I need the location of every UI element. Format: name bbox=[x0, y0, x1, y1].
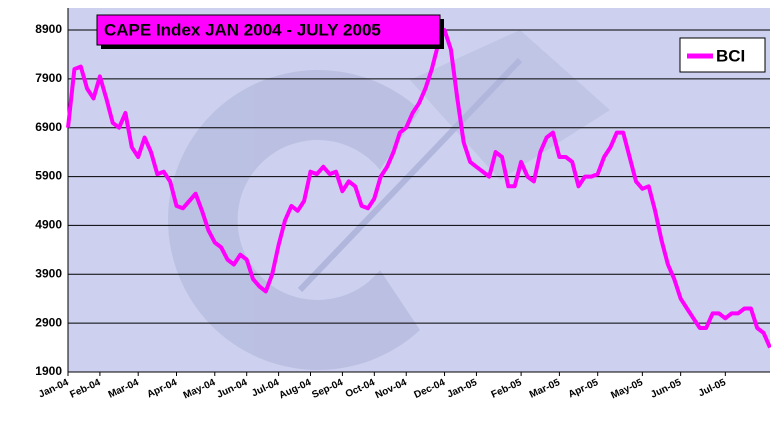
plot bbox=[66, 28, 771, 349]
x-tick-label: Feb-05 bbox=[490, 377, 524, 401]
x-tick-label: Apr-04 bbox=[146, 377, 180, 401]
x-tick-label: Mar-05 bbox=[528, 377, 562, 401]
x-tick-label: Jun-04 bbox=[215, 377, 249, 401]
y-tick-label: 7900 bbox=[35, 71, 62, 85]
y-tick-label: 2900 bbox=[35, 315, 62, 329]
x-tick-label: Dec-04 bbox=[413, 377, 448, 401]
x-tick-label: Feb-04 bbox=[68, 377, 102, 401]
plot-background bbox=[68, 8, 770, 372]
chart-title: CAPE Index JAN 2004 - JULY 2005 bbox=[104, 20, 381, 39]
x-tick-label: Apr-05 bbox=[567, 377, 601, 401]
x-tick-label: Jan-05 bbox=[445, 377, 479, 401]
y-tick-label: 3900 bbox=[35, 266, 62, 280]
data-line bbox=[66, 28, 771, 349]
x-tick-label: Jun-05 bbox=[649, 377, 683, 401]
watermark-logo bbox=[168, 30, 610, 371]
y-tick-label: 8900 bbox=[35, 22, 62, 36]
x-tick-label: Sep-04 bbox=[310, 377, 345, 401]
x-tick-label: May-05 bbox=[609, 377, 645, 401]
x-tick-label: Aug-04 bbox=[278, 377, 314, 401]
x-tick-label: Jul-04 bbox=[250, 377, 281, 399]
x-tick-label: Nov-04 bbox=[374, 377, 409, 401]
x-tick-label: Oct-04 bbox=[344, 377, 377, 400]
x-tick-label: Mar-04 bbox=[107, 377, 141, 401]
x-tick-label: Jan-04 bbox=[37, 377, 71, 401]
y-tick-label: 5900 bbox=[35, 169, 62, 183]
x-tick-label: May-04 bbox=[182, 377, 218, 401]
y-tick-label: 1900 bbox=[35, 364, 62, 378]
y-tick-label: 6900 bbox=[35, 120, 62, 134]
y-tick-label: 4900 bbox=[35, 218, 62, 232]
legend-label: BCI bbox=[716, 46, 745, 65]
x-tick-label: Jul-05 bbox=[697, 377, 728, 399]
title-box bbox=[96, 14, 441, 46]
